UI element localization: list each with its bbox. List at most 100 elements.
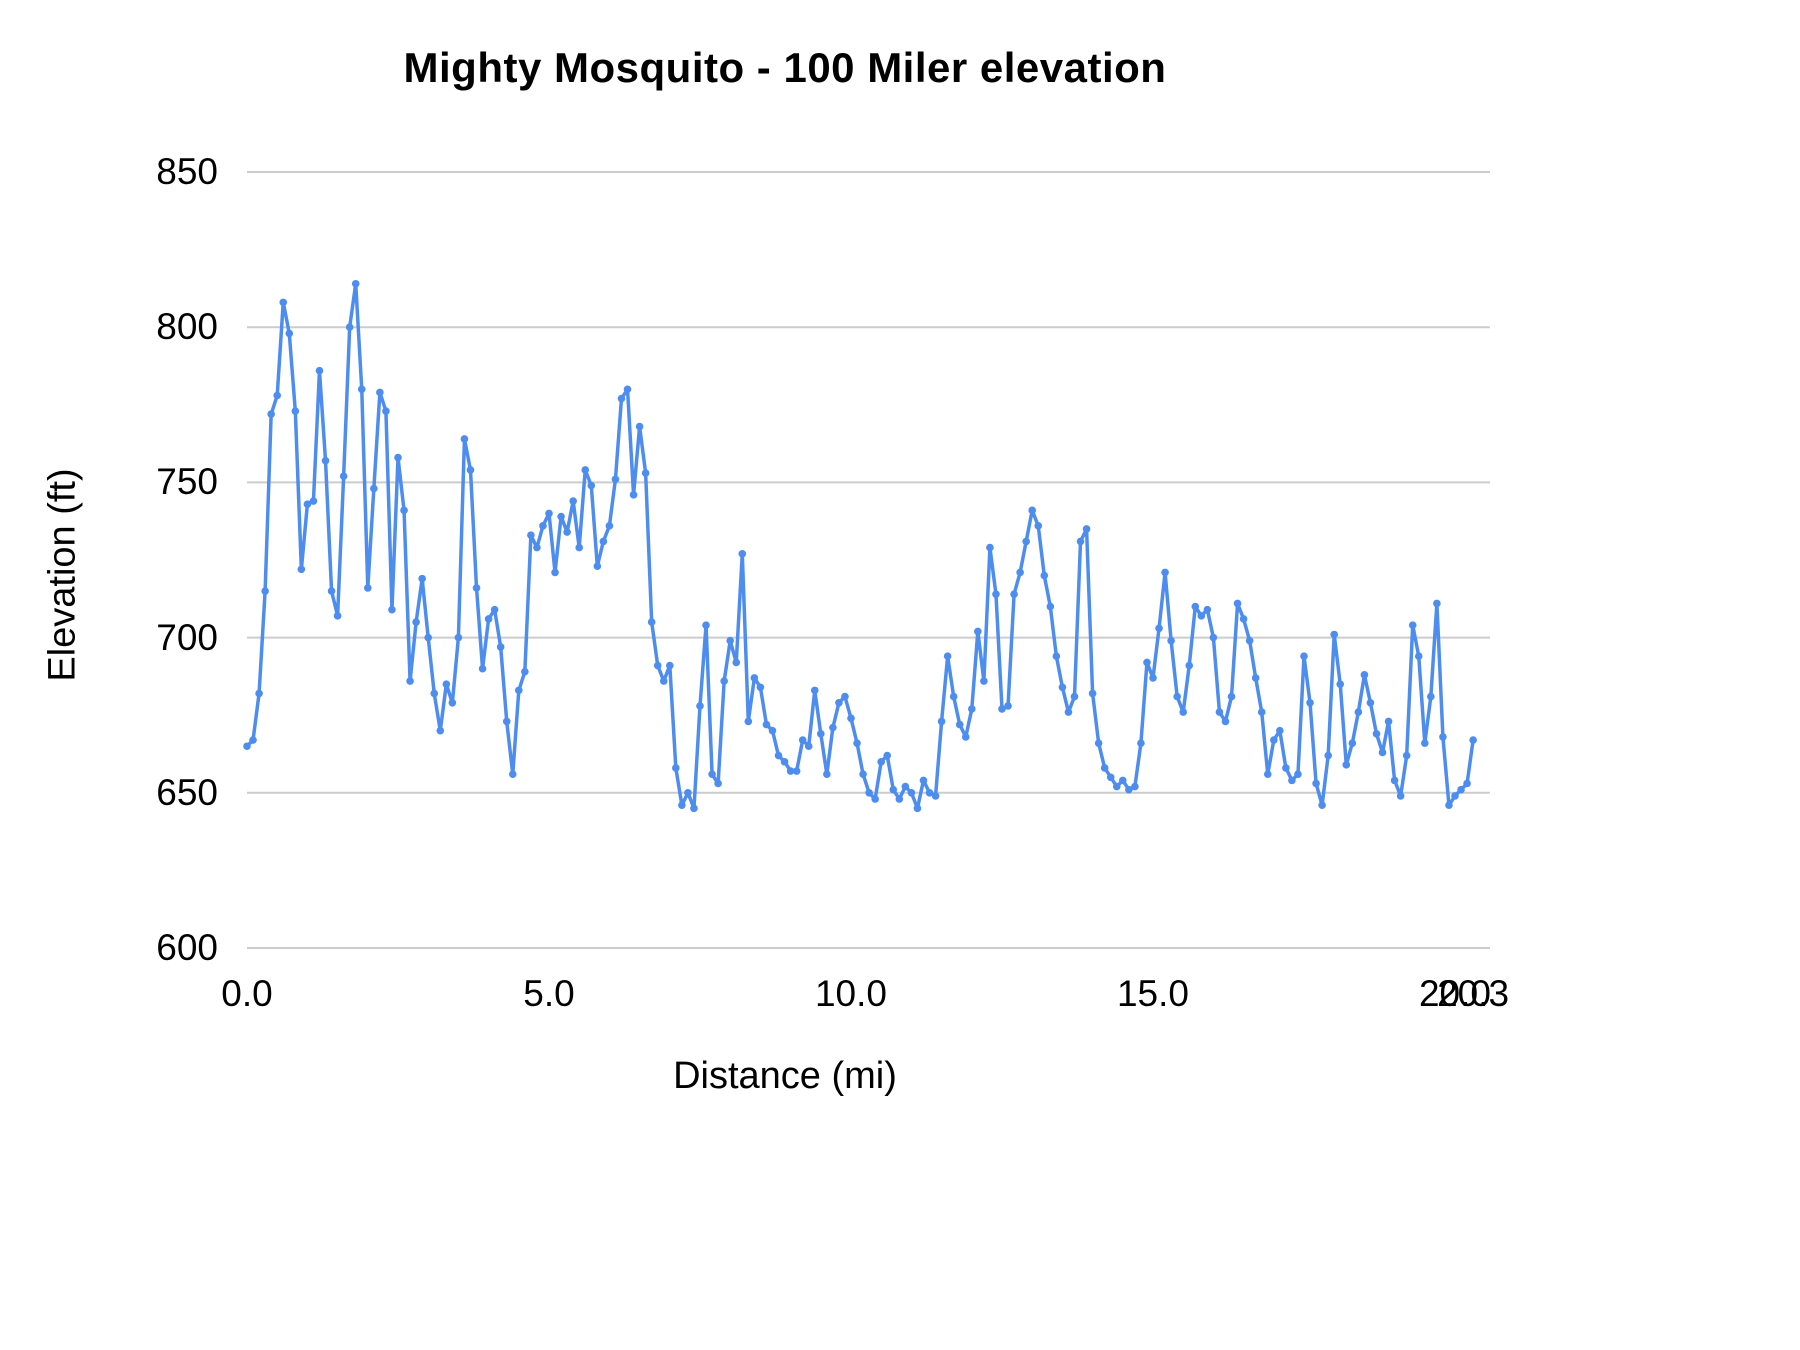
- data-point: [653, 661, 662, 670]
- data-point: [1408, 621, 1417, 629]
- data-point: [1390, 776, 1399, 785]
- data-point: [400, 506, 408, 515]
- data-point: [726, 636, 734, 645]
- data-point: [635, 422, 644, 431]
- data-point: [1028, 506, 1036, 515]
- data-point: [551, 568, 559, 577]
- data-point: [756, 683, 765, 692]
- x-tick-label: 20.0: [1418, 973, 1491, 1014]
- data-point: [472, 584, 481, 592]
- data-point: [382, 407, 390, 415]
- data-point: [889, 785, 898, 794]
- data-point: [1445, 801, 1453, 810]
- data-point: [394, 453, 402, 462]
- data-point: [901, 782, 910, 791]
- data-point: [575, 543, 583, 552]
- data-point: [986, 543, 994, 552]
- data-point: [1384, 717, 1393, 726]
- data-point: [448, 698, 457, 707]
- data-point: [1366, 698, 1375, 707]
- chart-title: Mighty Mosquito - 100 Miler elevation: [403, 44, 1167, 91]
- data-point: [599, 537, 608, 546]
- data-point: [1040, 571, 1049, 580]
- data-point: [545, 509, 553, 518]
- data-point: [478, 664, 487, 673]
- data-point: [1318, 801, 1326, 810]
- data-point: [412, 618, 420, 626]
- data-point: [502, 717, 511, 726]
- y-tick-label: 800: [156, 306, 218, 348]
- data-point: [1457, 785, 1465, 794]
- data-point: [1046, 602, 1055, 611]
- x-tick-label: 10.0: [814, 973, 887, 1014]
- data-point: [1336, 680, 1345, 688]
- data-point: [1251, 674, 1260, 682]
- data-point: [406, 677, 414, 685]
- data-point: [249, 736, 257, 744]
- data-point: [871, 795, 879, 803]
- data-point: [1402, 751, 1411, 760]
- data-point: [841, 692, 849, 701]
- data-point: [1270, 736, 1278, 744]
- data-point: [708, 770, 716, 778]
- data-point: [1070, 692, 1079, 701]
- data-point: [581, 466, 590, 474]
- data-point: [1022, 537, 1030, 546]
- data-point: [1324, 751, 1332, 760]
- data-point: [1421, 739, 1429, 747]
- data-point: [1197, 612, 1206, 620]
- data-point: [974, 627, 982, 636]
- data-point: [285, 329, 294, 338]
- data-point: [666, 661, 674, 670]
- data-point: [297, 565, 306, 574]
- data-point: [563, 528, 571, 536]
- data-point: [1294, 770, 1302, 778]
- data-point: [992, 590, 1000, 598]
- data-point: [1372, 730, 1381, 738]
- data-point: [345, 323, 354, 332]
- data-point: [961, 733, 970, 741]
- data-point: [1263, 770, 1272, 778]
- y-tick-label: 700: [156, 616, 218, 658]
- y-tick-label: 750: [156, 461, 218, 503]
- data-point: [732, 658, 741, 667]
- data-point: [1300, 652, 1308, 661]
- data-point: [261, 587, 269, 595]
- data-point: [847, 714, 855, 723]
- data-point: [1330, 630, 1338, 639]
- data-point: [418, 574, 426, 583]
- data-point: [605, 522, 614, 530]
- data-point: [569, 497, 577, 505]
- data-point: [1342, 761, 1351, 769]
- data-point: [484, 615, 493, 623]
- x-tick-label: 5.0: [523, 973, 575, 1014]
- data-point: [370, 484, 378, 493]
- data-point: [1034, 522, 1043, 530]
- data-point: [1185, 661, 1194, 670]
- data-point: [1427, 692, 1435, 701]
- data-point: [949, 692, 958, 701]
- data-point: [1463, 779, 1471, 788]
- data-point: [877, 757, 885, 766]
- data-point: [702, 621, 710, 629]
- data-point: [1282, 764, 1290, 772]
- data-point: [998, 705, 1006, 713]
- data-point: [678, 801, 686, 810]
- data-point: [1106, 773, 1115, 782]
- data-point: [1004, 702, 1012, 710]
- data-point: [859, 770, 867, 778]
- data-point: [1016, 568, 1024, 577]
- data-point: [1288, 776, 1296, 785]
- data-point: [913, 804, 922, 813]
- data-point: [1312, 779, 1320, 788]
- data-point: [1360, 671, 1369, 679]
- data-point: [774, 751, 783, 760]
- data-point: [388, 605, 396, 614]
- data-point: [593, 562, 602, 571]
- data-point: [768, 726, 777, 735]
- data-point: [1058, 683, 1067, 692]
- data-point: [629, 491, 638, 499]
- data-point: [1221, 717, 1230, 726]
- data-point: [823, 770, 831, 778]
- data-point: [696, 702, 704, 710]
